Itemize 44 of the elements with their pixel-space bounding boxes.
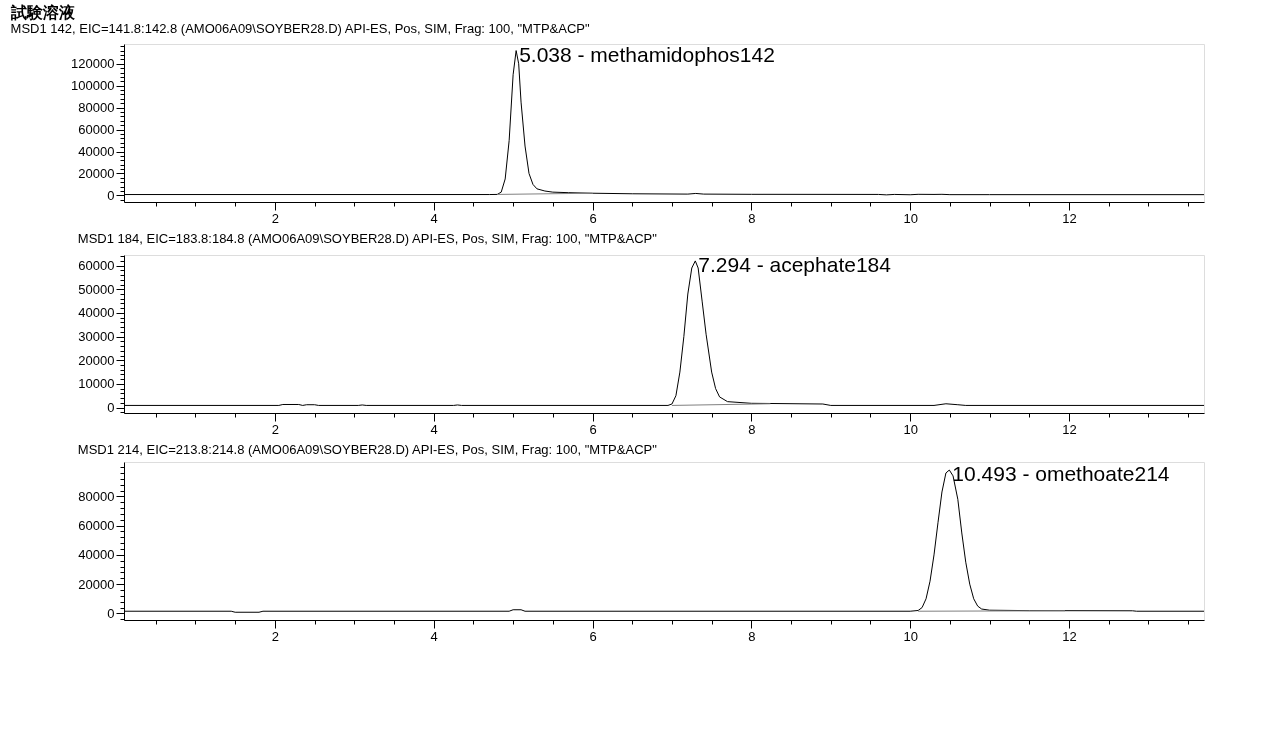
x-tick-label: 12 — [1062, 210, 1077, 226]
y-tick-label: 10000 — [78, 376, 115, 392]
y-tick-label: 30000 — [78, 329, 115, 345]
y-tick-label: 40000 — [78, 144, 115, 160]
y-tick-label: 50000 — [78, 281, 115, 297]
x-tick-label: 8 — [748, 210, 756, 226]
y-tick-label: 20000 — [78, 576, 115, 592]
y-tick-label: 0 — [107, 605, 115, 621]
y-tick-label: 80000 — [78, 488, 115, 504]
chart-subtitle: MSD1 184, EIC=183.8:184.8 (AMO06A09\SOYBER28.D) API-ES, Pos, SIM, Frag: 100, "MTP&ACP" — [77, 231, 658, 247]
y-tick-label: 0 — [107, 400, 115, 416]
x-tick-label: 2 — [271, 210, 279, 226]
chart-subtitle: MSD1 142, EIC=141.8:142.8 (AMO06A09\SOYBER28.D) API-ES, Pos, SIM, Frag: 100, "MTP&ACP" — [10, 21, 590, 37]
x-tick-label: 2 — [271, 421, 279, 437]
x-tick-label: 6 — [589, 210, 597, 226]
y-tick-label: 60000 — [78, 258, 115, 274]
x-tick-label: 8 — [748, 628, 756, 644]
y-tick-label: 60000 — [78, 122, 115, 138]
chart-title: 試験溶液 — [9, 3, 76, 22]
y-tick-label: 120000 — [71, 56, 115, 72]
y-tick-label: 80000 — [78, 100, 115, 116]
annotation: 5.038 - methamidophos142 — [519, 42, 775, 66]
y-tick-label: 40000 — [78, 305, 115, 321]
x-tick-label: 8 — [748, 421, 756, 437]
y-tick-label: 20000 — [78, 352, 115, 368]
x-tick-label: 6 — [589, 628, 597, 644]
x-tick-label: 10 — [903, 421, 918, 437]
y-tick-label: 60000 — [78, 518, 115, 534]
x-tick-label: 4 — [430, 628, 438, 644]
annotation: 10.493 - omethoate214 — [952, 462, 1170, 486]
chart-subtitle: MSD1 214, EIC=213.8:214.8 (AMO06A09\SOYBER28.D) API-ES, Pos, SIM, Frag: 100, "MTP&ACP" — [77, 442, 658, 458]
x-tick-label: 2 — [271, 628, 279, 644]
x-tick-label: 12 — [1062, 421, 1077, 437]
y-tick-label: 20000 — [78, 165, 115, 181]
x-tick-label: 12 — [1062, 628, 1077, 644]
x-tick-label: 10 — [903, 210, 918, 226]
x-tick-label: 6 — [589, 421, 597, 437]
y-tick-label: 100000 — [71, 78, 115, 94]
annotation: 7.294 - acephate184 — [698, 252, 892, 276]
x-tick-label: 4 — [430, 421, 438, 437]
x-tick-label: 10 — [903, 628, 918, 644]
x-tick-label: 4 — [430, 210, 438, 226]
y-tick-label: 0 — [107, 187, 115, 203]
y-tick-label: 40000 — [78, 547, 115, 563]
